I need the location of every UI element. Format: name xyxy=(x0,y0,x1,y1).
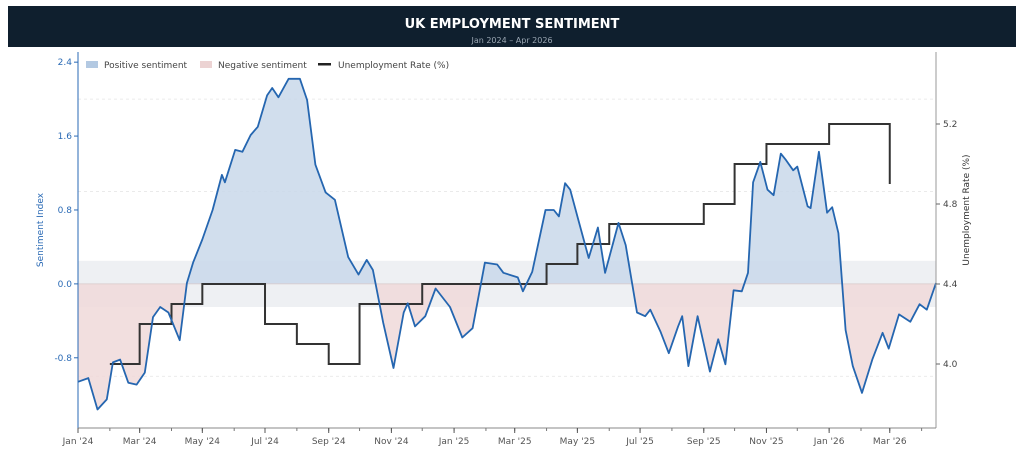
y-left-tick-label: 0.0 xyxy=(58,280,73,290)
legend-label-unemployment: Unemployment Rate (%) xyxy=(338,61,449,71)
y-right-tick-label: 4.4 xyxy=(943,280,958,290)
x-tick-label: May '25 xyxy=(560,437,595,447)
y-right-tick-label: 5.2 xyxy=(943,120,957,130)
x-tick-label: Jan '25 xyxy=(438,437,470,447)
x-tick-label: Mar '26 xyxy=(873,437,907,447)
x-tick-label: Sep '24 xyxy=(312,437,346,447)
legend-label-positive: Positive sentiment xyxy=(104,61,188,71)
y-right-tick-label: 4.0 xyxy=(943,360,958,370)
legend-swatch-negative xyxy=(200,61,212,68)
x-tick-label: Sep '25 xyxy=(687,437,721,447)
x-tick-label: Jan '24 xyxy=(62,437,94,447)
y-left-tick-label: 0.8 xyxy=(58,206,73,216)
x-tick-label: Jan '26 xyxy=(813,437,845,447)
x-tick-label: Nov '24 xyxy=(374,437,409,447)
x-tick-label: Jul '25 xyxy=(625,437,654,447)
header-banner: UK EMPLOYMENT SENTIMENT Jan 2024 – Apr 2… xyxy=(8,6,1016,47)
x-tick-label: May '24 xyxy=(185,437,221,447)
y-left-tick-label: 2.4 xyxy=(58,58,73,68)
x-tick-label: Mar '24 xyxy=(123,437,157,447)
y-right-tick-label: 4.8 xyxy=(943,200,958,210)
chart-subtitle: Jan 2024 – Apr 2026 xyxy=(470,36,552,45)
y-right-axis-label: Unemployment Rate (%) xyxy=(962,154,972,265)
y-left-tick-label: -0.8 xyxy=(54,354,72,364)
y-left-axis-label: Sentiment Index xyxy=(36,192,46,267)
legend-swatch-unemployment xyxy=(318,63,331,66)
x-tick-label: Jul '24 xyxy=(250,437,279,447)
plot-area: -0.8 0.0 0.8 1.6 2.4 4.0 4.4 4.8 5.2 Jan '24 Mar '… xyxy=(36,52,972,447)
x-tick-label: Nov '25 xyxy=(749,437,783,447)
x-tick-label: Mar '25 xyxy=(498,437,532,447)
legend: Positive sentiment Negative sentiment Un… xyxy=(86,61,449,71)
legend-swatch-positive xyxy=(86,61,98,68)
chart-title: UK EMPLOYMENT SENTIMENT xyxy=(405,17,620,32)
positive-sentiment-area xyxy=(78,79,936,410)
legend-label-negative: Negative sentiment xyxy=(218,61,307,71)
y-left-tick-label: 1.6 xyxy=(58,132,73,142)
